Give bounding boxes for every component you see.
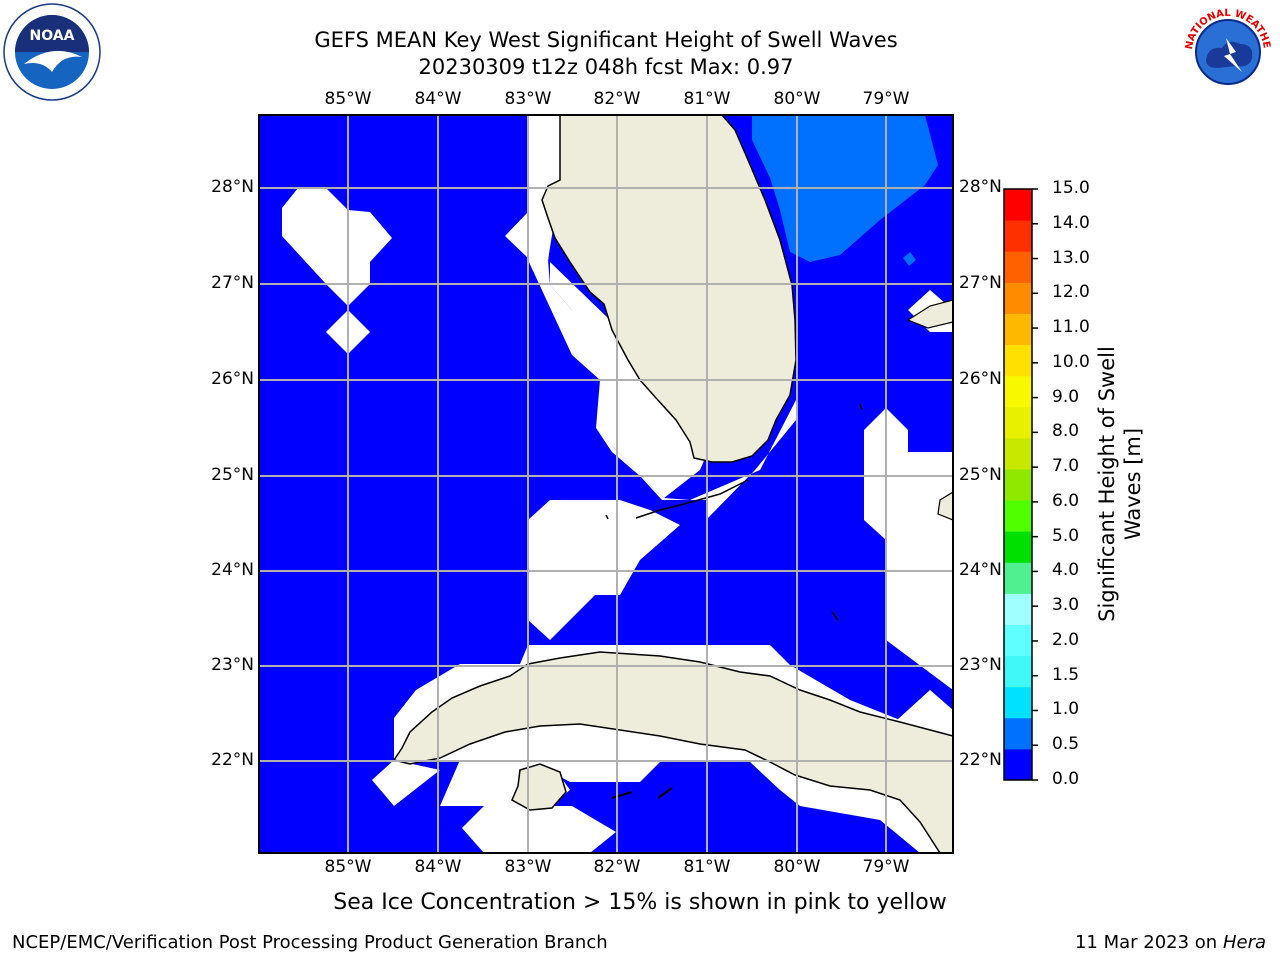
lat-label-left: 23°N xyxy=(211,655,254,675)
colorbar-swatch xyxy=(1004,220,1032,252)
lat-label-left: 27°N xyxy=(211,273,254,293)
colorbar-swatch xyxy=(1004,624,1032,657)
lon-label-bottom: 83°W xyxy=(504,857,552,877)
colorbar-tick-label: 1.5 xyxy=(1052,664,1080,685)
lon-label-top: 82°W xyxy=(593,89,641,109)
colorbar-swatch xyxy=(1004,717,1032,750)
lat-label-right: 23°N xyxy=(959,655,1002,675)
lon-label-top: 84°W xyxy=(414,89,462,109)
colorbar-swatch xyxy=(1004,686,1032,719)
lon-label-top: 80°W xyxy=(773,89,821,109)
colorbar-swatch xyxy=(1004,251,1032,283)
colorbar-tick-label: 6.0 xyxy=(1052,490,1080,511)
lat-label-left: 25°N xyxy=(211,465,254,485)
lat-label-left: 26°N xyxy=(211,369,254,389)
colorbar-tick-label: 9.0 xyxy=(1052,386,1080,407)
lat-label-left: 24°N xyxy=(211,560,254,580)
colorbar-swatch xyxy=(1004,748,1032,781)
lon-label-bottom: 79°W xyxy=(862,857,910,877)
colorbar-swatch xyxy=(1004,375,1032,408)
lon-label-bottom: 81°W xyxy=(683,857,731,877)
lon-label-bottom: 85°W xyxy=(324,857,372,877)
lat-label-left: 28°N xyxy=(211,177,254,197)
land-cuba xyxy=(392,651,953,853)
footer-credit: NCEP/EMC/Verification Post Processing Pr… xyxy=(12,932,608,953)
lon-label-bottom: 80°W xyxy=(773,857,821,877)
colorbar-swatch xyxy=(1004,500,1032,532)
footer-host: Hera xyxy=(1222,932,1266,953)
colorbar-swatch xyxy=(1004,282,1032,314)
colorbar-tick-label: 10.0 xyxy=(1052,351,1090,372)
colorbar-tick-label: 5.0 xyxy=(1052,525,1080,546)
colorbar-swatch xyxy=(1004,468,1032,501)
lat-label-right: 24°N xyxy=(959,560,1002,580)
colorbar-tick-label: 0.0 xyxy=(1052,769,1080,789)
colorbar-label: Significant Height of Swell Waves [m] xyxy=(1095,346,1145,622)
colorbar-tick-label: 0.5 xyxy=(1052,734,1080,755)
chart-title: GEFS MEAN Key West Significant Height of… xyxy=(314,28,898,52)
footer-date-text: 11 Mar 2023 on xyxy=(1074,932,1218,953)
colorbar-tick-label: 15.0 xyxy=(1052,178,1090,198)
lon-label-top: 79°W xyxy=(862,89,910,109)
noaa-logo-text: NOAA xyxy=(30,28,75,44)
colorbar-swatch xyxy=(1004,313,1032,346)
colorbar-swatch xyxy=(1004,562,1032,594)
sea-ice-note: Sea Ice Concentration > 15% is shown in … xyxy=(333,890,947,915)
colorbar-swatch xyxy=(1004,655,1032,688)
footer-date: 11 Mar 2023 on Hera xyxy=(1075,932,1266,953)
colorbar-tick-label: 7.0 xyxy=(1052,456,1080,477)
colorbar-swatch xyxy=(1004,344,1032,377)
nws-logo: NATIONAL WEATHER SERVICE xyxy=(1178,2,1276,100)
lat-label-right: 27°N xyxy=(959,273,1002,293)
land-florida xyxy=(541,115,797,463)
colorbar-tick-label: 1.0 xyxy=(1052,699,1080,720)
lat-label-right: 26°N xyxy=(959,369,1002,389)
colorbar-tick-label: 11.0 xyxy=(1052,317,1090,338)
colorbar-frame xyxy=(1003,188,1033,781)
noaa-logo: NOAA xyxy=(3,3,101,101)
colorbar-tick-label: 3.0 xyxy=(1052,595,1080,616)
colorbar-tick-label: 4.0 xyxy=(1052,560,1080,581)
colorbar-tick-label: 2.0 xyxy=(1052,629,1080,650)
colorbar-swatch xyxy=(1004,189,1032,221)
colorbar-tick-label: 14.0 xyxy=(1052,212,1090,233)
lon-label-bottom: 84°W xyxy=(414,857,462,877)
graticule xyxy=(259,115,953,853)
lat-label-left: 22°N xyxy=(211,750,254,770)
colorbar-swatch xyxy=(1004,437,1032,470)
lon-label-top: 81°W xyxy=(683,89,731,109)
lat-label-right: 22°N xyxy=(959,750,1002,770)
land-isle-of-youth xyxy=(511,763,567,811)
lon-label-top: 83°W xyxy=(504,89,552,109)
colorbar xyxy=(1003,188,1038,781)
chart-subtitle: 20230309 t12z 048h fcst Max: 0.97 xyxy=(418,55,794,79)
colorbar-swatch xyxy=(1004,406,1032,439)
colorbar-tick-label: 12.0 xyxy=(1052,282,1090,303)
lon-label-bottom: 82°W xyxy=(593,857,641,877)
colorbar-swatch xyxy=(1004,593,1032,625)
colorbar-swatch xyxy=(1004,531,1032,563)
lat-label-right: 28°N xyxy=(959,177,1002,197)
lat-label-right: 25°N xyxy=(959,465,1002,485)
colorbar-tick-label: 13.0 xyxy=(1052,247,1090,268)
colorbar-tick-label: 8.0 xyxy=(1052,421,1080,442)
lon-label-top: 85°W xyxy=(324,89,372,109)
